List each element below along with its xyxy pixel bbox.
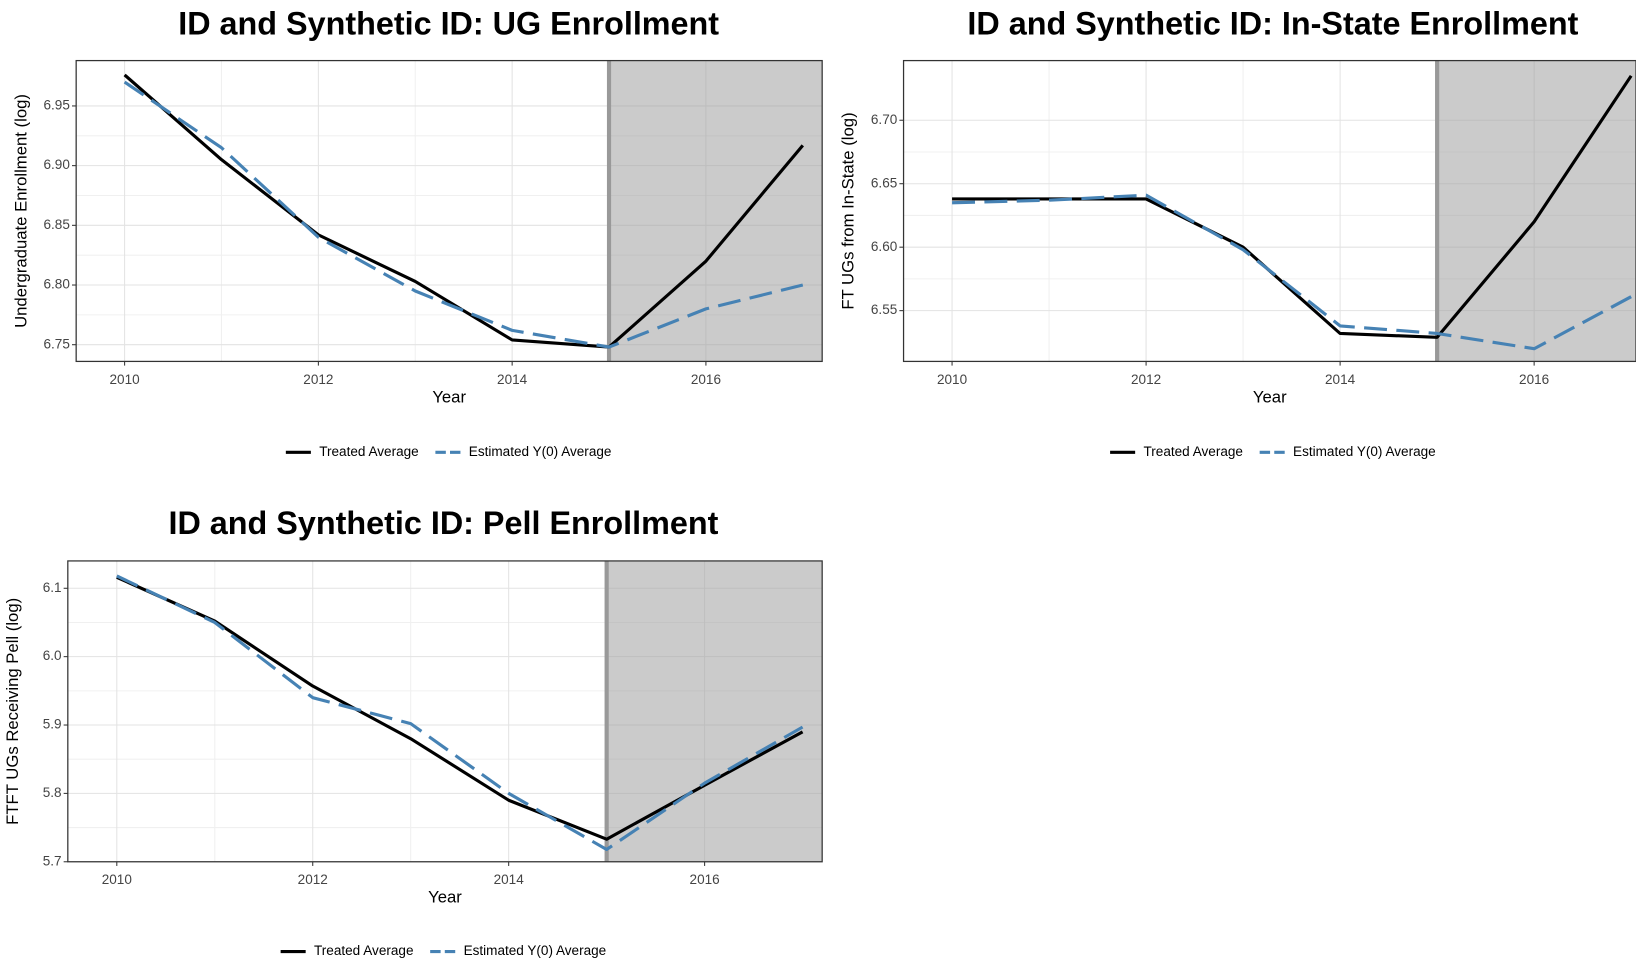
x-axis-label: Year (432, 387, 466, 406)
y-tick-label: 6.85 (44, 217, 70, 232)
y-tick-label: 5.9 (43, 717, 62, 732)
legend-label: Treated Average (314, 943, 413, 958)
series-line (123, 80, 804, 349)
y-tick-label: 6.60 (871, 239, 898, 254)
treatment-shade (1437, 60, 1636, 362)
treatment-shade (606, 560, 823, 862)
y-tick-label: 6.65 (871, 175, 897, 190)
x-tick-label: 2016 (1519, 372, 1549, 387)
plot-border (67, 560, 823, 863)
legend-label: Estimated Y(0) Average (469, 444, 612, 459)
legend-label: Estimated Y(0) Average (464, 943, 607, 958)
y-tick-label: 5.7 (43, 853, 62, 868)
series-line (116, 574, 804, 852)
legend: Treated Average Estimated Y(0) Average (285, 444, 612, 459)
y-axis-label: Undergraduate Enrollment (log) (11, 94, 30, 328)
y-tick-label: 6.80 (44, 277, 71, 292)
x-tick-label: 2010 (110, 372, 141, 387)
x-axis-label: Year (428, 888, 462, 907)
series-line (952, 193, 1632, 351)
legend-label: Treated Average (319, 444, 418, 459)
x-tick-label: 2014 (1325, 372, 1356, 387)
y-tick-label: 6.75 (44, 336, 70, 351)
y-tick-label: 6.70 (871, 112, 898, 127)
legend: Treated Average Estimated Y(0) Average (1110, 444, 1436, 459)
x-axis-label: Year (1253, 387, 1287, 406)
y-tick-label: 6.1 (43, 580, 62, 595)
legend-label: Estimated Y(0) Average (1293, 444, 1436, 459)
series-line (123, 73, 804, 349)
x-tick-label: 2014 (494, 872, 525, 887)
chart: 6.55 6.60 6.65 6.70 2010 2012 2014 2016 ID and S… (839, 6, 1636, 459)
y-axis-label: FTFT UGs Receiving Pell (log) (3, 598, 22, 825)
x-tick-label: 2012 (298, 872, 328, 887)
x-tick-label: 2010 (937, 372, 968, 387)
plot-border (75, 59, 823, 363)
x-tick-label: 2014 (497, 372, 528, 387)
legend-label: Treated Average (1143, 444, 1242, 459)
y-tick-label: 6.95 (44, 98, 70, 113)
y-tick-label: 6.55 (871, 302, 897, 317)
x-tick-label: 2012 (1131, 372, 1161, 387)
x-tick-label: 2010 (102, 872, 133, 887)
treatment-shade (609, 60, 823, 362)
x-tick-label: 2016 (690, 872, 720, 887)
x-tick-label: 2012 (303, 372, 333, 387)
chart: 5.7 5.8 5.9 6.0 6.1 2010 2012 2014 2016 ID and Sy… (3, 505, 823, 958)
y-tick-label: 5.8 (43, 785, 62, 800)
y-tick-label: 6.90 (44, 157, 71, 172)
x-tick-label: 2016 (691, 372, 721, 387)
chart-title: ID and Synthetic ID: In-State Enrollment (967, 6, 1578, 42)
y-axis-label: FT UGs from In-State (log) (839, 112, 858, 309)
chart: 6.75 6.80 6.85 6.90 6.95 2010 2012 2014 2016 ID a… (11, 6, 823, 459)
legend: Treated Average Estimated Y(0) Average (280, 943, 607, 958)
chart-title: ID and Synthetic ID: UG Enrollment (178, 6, 719, 42)
y-tick-label: 6.0 (43, 648, 62, 663)
chart-title: ID and Synthetic ID: Pell Enrollment (168, 505, 718, 541)
